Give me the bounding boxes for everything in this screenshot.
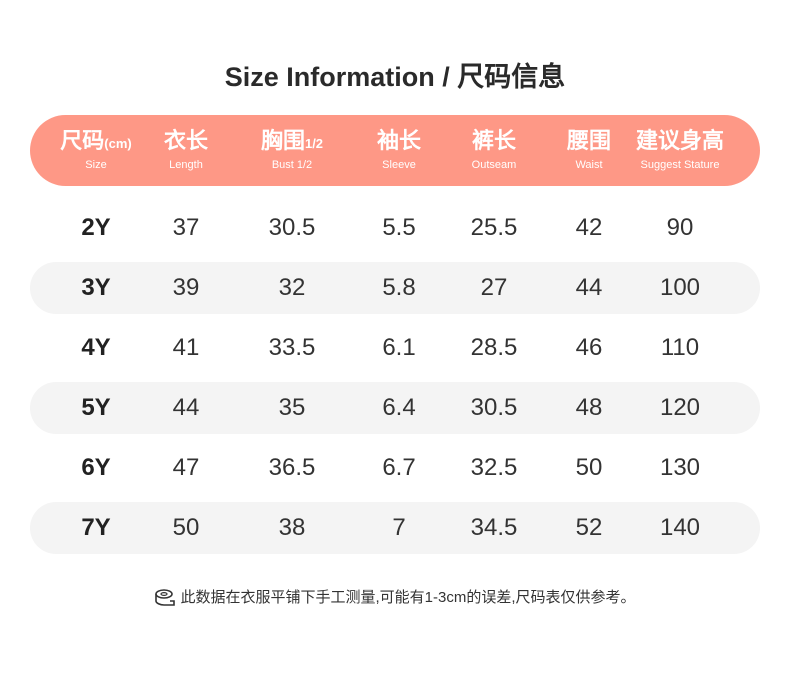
cell-waist: 50 bbox=[575, 454, 603, 481]
cell-outseam: 34.5 bbox=[470, 514, 518, 541]
cell-bust: 33.5 bbox=[268, 334, 316, 361]
header-zh: 衣长 bbox=[163, 128, 209, 153]
header-outseam: 裤长 Outseam bbox=[472, 127, 517, 172]
cell-length: 39 bbox=[172, 274, 200, 301]
header-waist: 腰围 Waist bbox=[567, 127, 611, 172]
header-unit: (cm) bbox=[104, 136, 132, 151]
page-title: Size Information / 尺码信息 bbox=[224, 62, 566, 92]
cell-stature: 110 bbox=[660, 334, 700, 361]
header-en: Waist bbox=[575, 159, 603, 171]
cell-sleeve: 6.1 bbox=[382, 334, 416, 361]
cell-sleeve: 5.8 bbox=[382, 274, 416, 301]
header-en: Length bbox=[169, 159, 203, 171]
cell-waist: 46 bbox=[575, 334, 603, 361]
cell-waist: 44 bbox=[575, 274, 603, 301]
table-header: 尺码(cm) Size 衣长 Length 胸围1/2 Bust 1/2 袖长 Sleeve 裤… bbox=[30, 115, 760, 186]
cell-outseam: 25.5 bbox=[470, 214, 518, 241]
cell-waist: 48 bbox=[575, 394, 603, 421]
cell-bust: 32 bbox=[278, 274, 306, 301]
header-size: 尺码(cm) Size bbox=[60, 127, 131, 172]
header-zh: 建议身高 bbox=[635, 128, 725, 153]
cell-stature: 140 bbox=[659, 514, 701, 541]
measurement-note: 此数据在衣服平铺下手工测量,可能有1-3cm的误差,尺码表仅供参考。 bbox=[0, 586, 790, 607]
header-sleeve: 袖长 Sleeve bbox=[377, 127, 421, 172]
cell-bust: 36.5 bbox=[268, 454, 316, 481]
cell-size: 3Y bbox=[81, 274, 111, 301]
cell-stature: 90 bbox=[666, 214, 694, 241]
cell-length: 47 bbox=[172, 454, 200, 481]
cell-length: 41 bbox=[172, 334, 200, 361]
header-en: Bust 1/2 bbox=[271, 159, 313, 171]
header-unit: 1/2 bbox=[304, 136, 324, 151]
cell-sleeve: 6.4 bbox=[382, 394, 416, 421]
header-zh: 腰围 bbox=[566, 128, 612, 153]
header-en: Sleeve bbox=[382, 159, 416, 171]
header-zh: 袖长 bbox=[376, 128, 422, 153]
cell-size: 5Y bbox=[81, 394, 111, 421]
cell-sleeve: 7 bbox=[392, 514, 406, 541]
cell-length: 44 bbox=[172, 394, 200, 421]
table-row: 5Y 44 35 6.4 30.5 48 120 bbox=[30, 382, 760, 434]
cell-stature: 120 bbox=[659, 394, 701, 421]
cell-bust: 30.5 bbox=[268, 214, 316, 241]
cell-sleeve: 5.5 bbox=[382, 214, 416, 241]
cell-outseam: 27 bbox=[480, 274, 508, 301]
cell-stature: 130 bbox=[659, 454, 701, 481]
table-row: 6Y 47 36.5 6.7 32.5 50 130 bbox=[30, 442, 760, 494]
header-en: Outseam bbox=[471, 159, 517, 171]
cell-bust: 35 bbox=[278, 394, 306, 421]
cell-size: 6Y bbox=[81, 454, 111, 481]
header-en: Suggest Stature bbox=[640, 159, 720, 171]
table-row: 3Y 39 32 5.8 27 44 100 bbox=[30, 262, 760, 314]
table-row: 4Y 41 33.5 6.1 28.5 46 110 bbox=[30, 322, 760, 374]
cell-outseam: 30.5 bbox=[470, 394, 518, 421]
cell-bust: 38 bbox=[278, 514, 306, 541]
cell-stature: 100 bbox=[659, 274, 701, 301]
table-row: 7Y 50 38 7 34.5 52 140 bbox=[30, 502, 760, 554]
cell-outseam: 28.5 bbox=[470, 334, 518, 361]
header-en: Size bbox=[85, 159, 107, 171]
header-zh: 尺码 bbox=[60, 128, 105, 153]
tape-measure-icon bbox=[155, 589, 176, 606]
cell-size: 2Y bbox=[81, 214, 111, 241]
header-stature: 建议身高 Suggest Stature bbox=[636, 127, 724, 172]
cell-length: 37 bbox=[172, 214, 200, 241]
note-text: 此数据在衣服平铺下手工测量,可能有1-3cm的误差,尺码表仅供参考。 bbox=[180, 589, 636, 606]
cell-size: 4Y bbox=[81, 334, 111, 361]
cell-outseam: 32.5 bbox=[470, 454, 518, 481]
table-row: 2Y 37 30.5 5.5 25.5 42 90 bbox=[30, 202, 760, 254]
cell-waist: 42 bbox=[575, 214, 603, 241]
header-zh: 胸围 bbox=[260, 128, 305, 153]
cell-size: 7Y bbox=[81, 514, 111, 541]
cell-waist: 52 bbox=[575, 514, 603, 541]
header-bust: 胸围1/2 Bust 1/2 bbox=[261, 127, 323, 172]
header-length: 衣长 Length bbox=[164, 127, 208, 172]
cell-length: 50 bbox=[172, 514, 200, 541]
cell-sleeve: 6.7 bbox=[382, 454, 416, 481]
header-zh: 裤长 bbox=[471, 128, 517, 153]
